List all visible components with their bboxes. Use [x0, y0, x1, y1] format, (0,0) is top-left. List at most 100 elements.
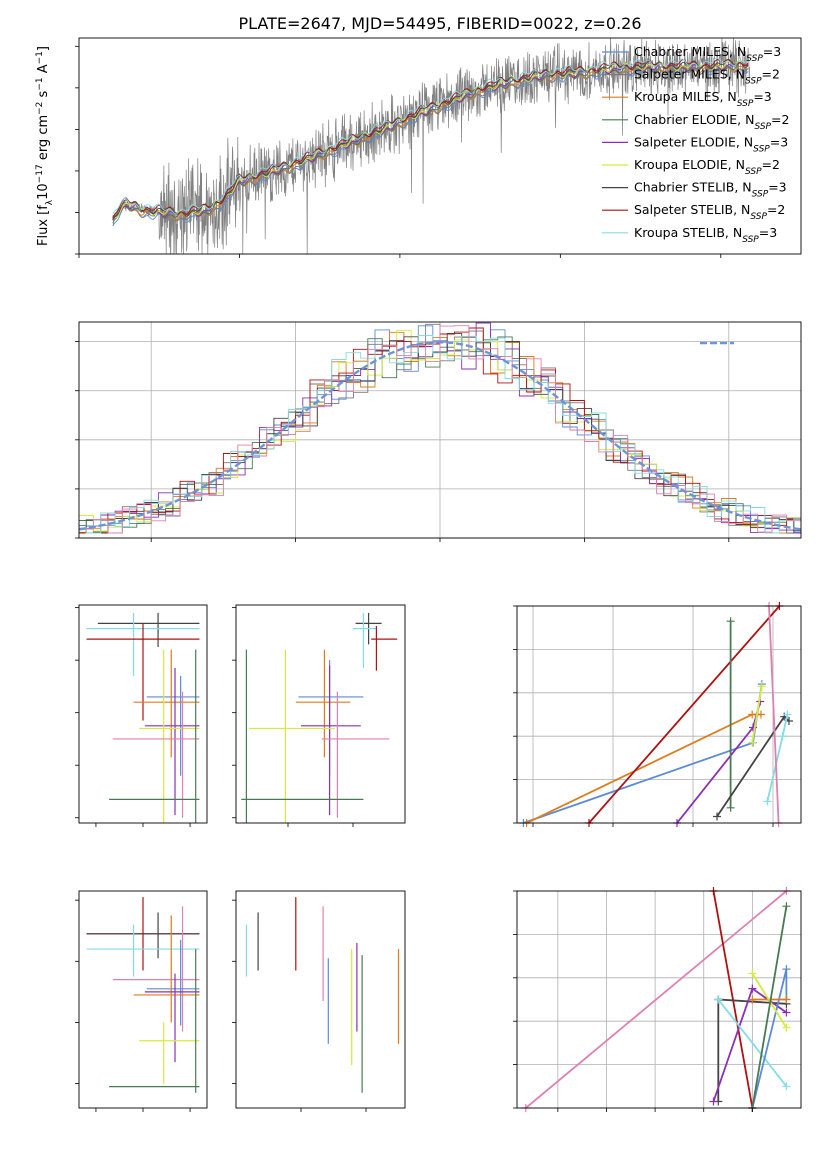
legend-label: Salpeter MILES, NSSP=2	[634, 67, 780, 87]
legend-label-text: Chabrier ELODIE, N	[634, 112, 754, 127]
errorbar-point	[86, 623, 200, 721]
legend-label-suffix: =3	[753, 89, 771, 104]
weight-marker	[782, 965, 791, 974]
weight-marker	[709, 1097, 718, 1106]
weight-marker	[713, 812, 721, 821]
legend-label: Salpeter STELIB, NSSP=2	[634, 202, 785, 222]
y-axis-label-part: −17	[35, 164, 45, 183]
errorbar-point	[144, 973, 200, 1063]
legend-label: Chabrier ELODIE, NSSP=2	[634, 112, 789, 132]
legend-label-suffix: =2	[762, 67, 780, 82]
weight-marker	[763, 797, 772, 806]
legend-label-sub: SSP	[752, 190, 769, 200]
chart-age-vs-mass	[232, 604, 406, 827]
errorbar-point	[295, 649, 351, 758]
axes-frame	[235, 604, 406, 824]
chart-residuals	[75, 321, 802, 542]
legend-label-text: Salpeter STELIB, N	[634, 202, 750, 217]
axes-frame	[78, 37, 802, 255]
weight-series-line	[751, 906, 788, 1108]
legend-label: Chabrier STELIB, NSSP=3	[634, 180, 787, 200]
legend-label-text: Kroupa STELIB, N	[634, 225, 742, 240]
errorbar-point	[353, 612, 377, 669]
y-axis-label-part: 10	[36, 183, 51, 200]
legend-label-suffix: =2	[762, 157, 780, 172]
chart-weight-vs-age	[513, 602, 802, 827]
legend-label-sub: SSP	[750, 212, 767, 222]
weight-series-line	[768, 606, 780, 823]
errorbar-point	[146, 939, 200, 1026]
chart-weight-vs-Z	[513, 887, 802, 1112]
legend-label-suffix: =2	[767, 202, 785, 217]
legend-label: Kroupa MILES, NSSP=3	[634, 89, 772, 109]
y-axis-label-part: A	[36, 64, 51, 77]
axes-frame	[516, 890, 802, 1109]
legend-label-text: Chabrier MILES, N	[634, 44, 746, 59]
weight-series-line	[526, 713, 761, 823]
weight-marker	[726, 617, 735, 626]
weight-marker	[748, 969, 757, 978]
legend-label-suffix: =3	[770, 134, 788, 149]
weight-marker	[726, 803, 735, 812]
errorbar-point	[139, 1022, 200, 1084]
legend-label: Kroupa STELIB, NSSP=3	[634, 225, 777, 245]
chart-spectrum: Flux [fλ10−17 erg cm−2 s−1 A−1] Chabrier …	[35, 37, 802, 258]
weight-series-line	[717, 998, 788, 1087]
legend-label-sub: SSP	[737, 99, 754, 109]
errorbar-point	[109, 949, 200, 1093]
errorbar-point	[321, 691, 390, 818]
legend-label-text: Chabrier STELIB, N	[634, 180, 752, 195]
legend-label-sub: SSP	[742, 235, 759, 245]
legend-label-text: Salpeter ELODIE, N	[634, 134, 753, 149]
legend-label-sub: SSP	[745, 167, 762, 177]
normal-curve-line	[78, 340, 802, 531]
legend-label-text: Kroupa MILES, N	[634, 89, 737, 104]
weight-series-line	[751, 973, 788, 1029]
axes-frame	[235, 890, 406, 1109]
weight-series-line	[751, 968, 788, 1108]
legend-label: Salpeter ELODIE, NSSP=3	[634, 134, 788, 154]
errorbar-point	[112, 906, 200, 1032]
legend-label-sub: SSP	[753, 144, 770, 154]
legend-label-text: Kroupa ELODIE, N	[634, 157, 745, 172]
figure-title: PLATE=2647, MJD=54495, FIBERID=0022, z=0…	[238, 14, 641, 33]
errorbar-point	[139, 649, 200, 823]
errorbar-point	[371, 626, 398, 671]
y-axis-label-part: λ	[45, 199, 55, 205]
chart-mass-vs-ebv	[232, 890, 406, 1112]
chart-mass-vs-Z	[75, 890, 208, 1112]
model-line-8	[112, 57, 749, 215]
weight-marker	[714, 995, 723, 1004]
y-axis-label-part: s	[36, 90, 51, 101]
y-axis-label-part: erg cm	[36, 115, 51, 164]
legend-label: Chabrier MILES, NSSP=3	[634, 44, 781, 64]
legend-label-text: Salpeter MILES, N	[634, 67, 745, 82]
errorbar-point	[144, 668, 200, 816]
errorbar-point	[133, 915, 200, 1023]
weight-marker	[757, 710, 765, 719]
weight-series-line	[712, 987, 787, 1102]
weight-marker	[757, 682, 766, 691]
chart-age-vs-Z	[75, 604, 208, 827]
errorbar-point	[86, 912, 200, 959]
weight-marker	[782, 1082, 791, 1091]
errorbar-point	[112, 691, 200, 818]
legend-label-suffix: =3	[759, 225, 777, 240]
y-axis-label-part: ]	[36, 46, 51, 51]
y-axis-label: Flux [fλ10−17 erg cm−2 s−1 A−1]	[35, 46, 55, 246]
y-axis-label-part: −1	[35, 77, 45, 90]
y-axis-label-part: −2	[35, 102, 45, 115]
legend-label-sub: SSP	[746, 54, 763, 64]
weight-marker	[783, 710, 792, 719]
weight-marker	[782, 995, 791, 1004]
weight-marker	[748, 995, 757, 1004]
legend-label: Kroupa ELODIE, NSSP=2	[634, 157, 780, 177]
model-line-7	[112, 58, 749, 218]
errorbar-point	[109, 649, 200, 823]
legend-label-suffix: =3	[768, 180, 786, 195]
weight-series-line	[676, 701, 762, 823]
errorbar-point	[241, 649, 364, 823]
weight-marker	[782, 1008, 791, 1017]
weight-marker	[748, 738, 757, 747]
